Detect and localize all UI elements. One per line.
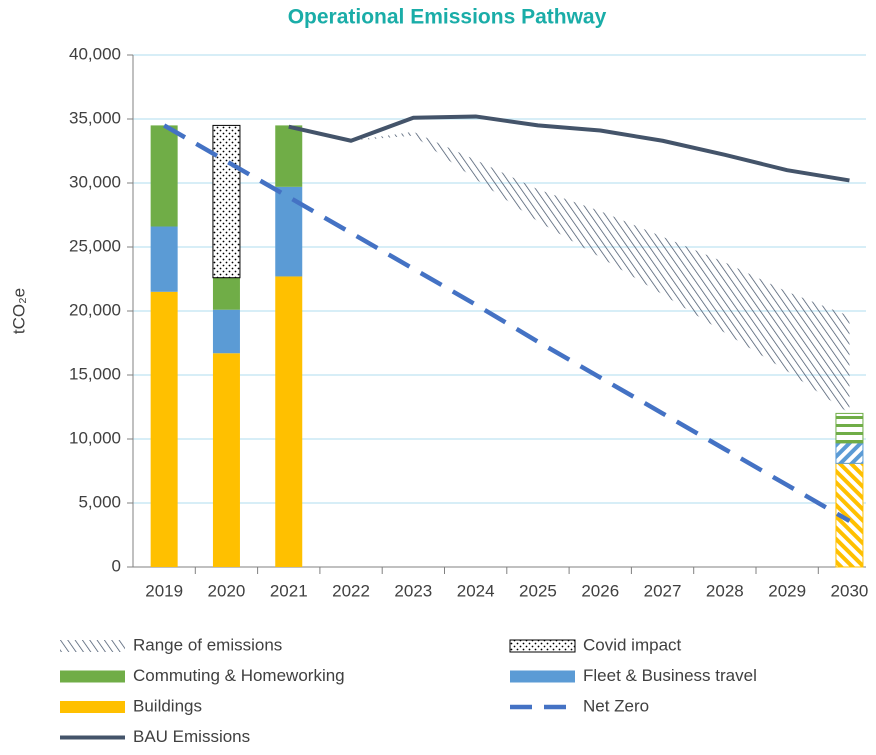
y-tick-label: 15,000: [69, 364, 121, 383]
legend-label: BAU Emissions: [133, 727, 250, 746]
bar: [835, 412, 864, 444]
x-tick-label: 2026: [581, 581, 619, 600]
bar: [212, 124, 241, 279]
x-tick-label: 2020: [208, 581, 246, 600]
bar: [212, 353, 240, 567]
x-tick-label: 2019: [145, 581, 183, 600]
bar: [835, 442, 864, 464]
x-tick-label: 2027: [644, 581, 682, 600]
y-tick-label: 30,000: [69, 172, 121, 191]
x-tick-label: 2022: [332, 581, 370, 600]
legend-label: Fleet & Business travel: [583, 666, 757, 685]
x-tick-label: 2025: [519, 581, 557, 600]
y-tick-label: 0: [112, 556, 121, 575]
legend-label: Buildings: [133, 696, 202, 715]
bar: [275, 276, 303, 567]
y-tick-label: 20,000: [69, 300, 121, 319]
bar: [150, 291, 178, 567]
range-area: [351, 131, 850, 414]
bar: [150, 125, 178, 227]
legend-swatch: [60, 670, 125, 683]
bar: [212, 309, 240, 354]
legend-label: Covid impact: [583, 635, 682, 654]
x-tick-label: 2030: [831, 581, 869, 600]
x-tick-label: 2024: [457, 581, 495, 600]
chart-title: Operational Emissions Pathway: [288, 6, 607, 29]
bar: [150, 226, 178, 292]
y-tick-label: 25,000: [69, 236, 121, 255]
y-tick-label: 5,000: [78, 492, 121, 511]
legend-swatch: [509, 639, 576, 653]
legend-label: Range of emissions: [133, 635, 282, 654]
y-tick-label: 35,000: [69, 108, 121, 127]
legend-label: Net Zero: [583, 696, 649, 715]
y-tick-label: 10,000: [69, 428, 121, 447]
y-tick-label: 40,000: [69, 44, 121, 63]
bau-line: [288, 114, 850, 183]
x-tick-label: 2023: [394, 581, 432, 600]
bar: [275, 125, 303, 187]
x-tick-label: 2021: [270, 581, 308, 600]
legend-swatch: [60, 640, 125, 652]
x-tick-label: 2028: [706, 581, 744, 600]
bar: [212, 277, 240, 310]
legend-swatch: [60, 701, 125, 713]
x-tick-label: 2029: [768, 581, 806, 600]
y-axis-label: tCO₂e: [9, 288, 28, 334]
legend-swatch: [510, 670, 575, 683]
net-zero-line: [163, 123, 851, 523]
legend-label: Commuting & Homeworking: [133, 666, 345, 685]
